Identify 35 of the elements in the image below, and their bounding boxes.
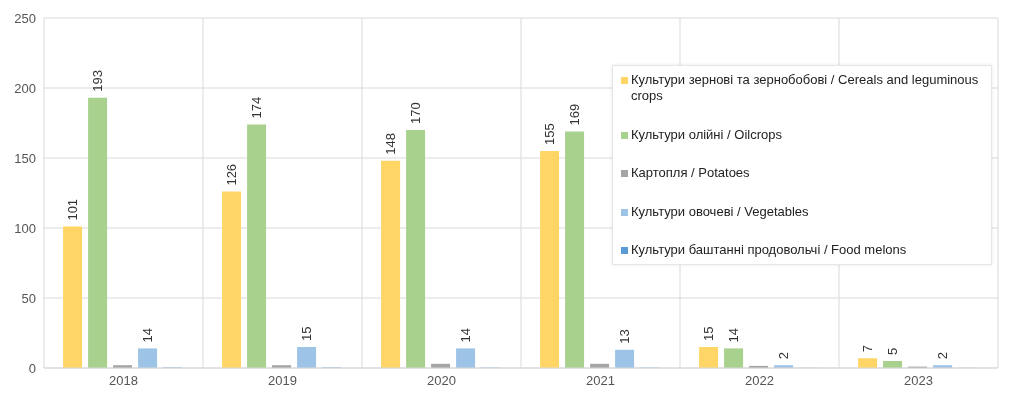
data-label: 170	[408, 102, 424, 124]
data-label: 14	[726, 327, 742, 343]
data-label: 148	[383, 133, 399, 155]
data-label: 169	[567, 103, 583, 126]
data-label: 2	[776, 351, 792, 360]
data-label: 174	[249, 96, 265, 119]
legend-label: Картопля / Potatoes	[631, 165, 750, 181]
data-label: 13	[617, 329, 633, 344]
data-label: 2	[935, 351, 951, 360]
y-tick-label: 150	[14, 150, 36, 166]
y-tick-label: 100	[14, 220, 36, 236]
legend-label: Культури овочеві / Vegetables	[631, 203, 809, 220]
data-label: 193	[90, 70, 106, 92]
y-tick-label: 0	[28, 360, 36, 376]
x-tick-label: 2019	[268, 373, 297, 389]
x-tick-label: 2022	[745, 373, 774, 389]
y-tick-label: 50	[21, 290, 36, 306]
data-label: 15	[299, 326, 315, 341]
x-tick-label: 2018	[109, 373, 138, 389]
x-tick-label: 2023	[904, 373, 933, 389]
data-label: 15	[701, 326, 717, 341]
data-label: 7	[860, 344, 876, 353]
y-tick-label: 200	[14, 80, 36, 96]
data-label: 5	[885, 347, 901, 355]
legend-label: Культури олійні / Oilcrops	[631, 126, 782, 143]
data-label: 14	[458, 327, 474, 343]
data-label: 126	[224, 163, 240, 186]
data-label: 101	[65, 198, 81, 221]
legend-label: Культури зернові та зернобобові / Cereals and leguminous crops	[631, 72, 980, 104]
legend-label: Культури баштанні продовольчі / Food melons	[631, 242, 907, 258]
x-tick-label: 2021	[586, 373, 615, 389]
data-label: 14	[140, 327, 156, 343]
x-tick-label: 2020	[427, 373, 456, 389]
y-tick-label: 250	[14, 10, 36, 26]
data-label: 155	[542, 123, 558, 145]
